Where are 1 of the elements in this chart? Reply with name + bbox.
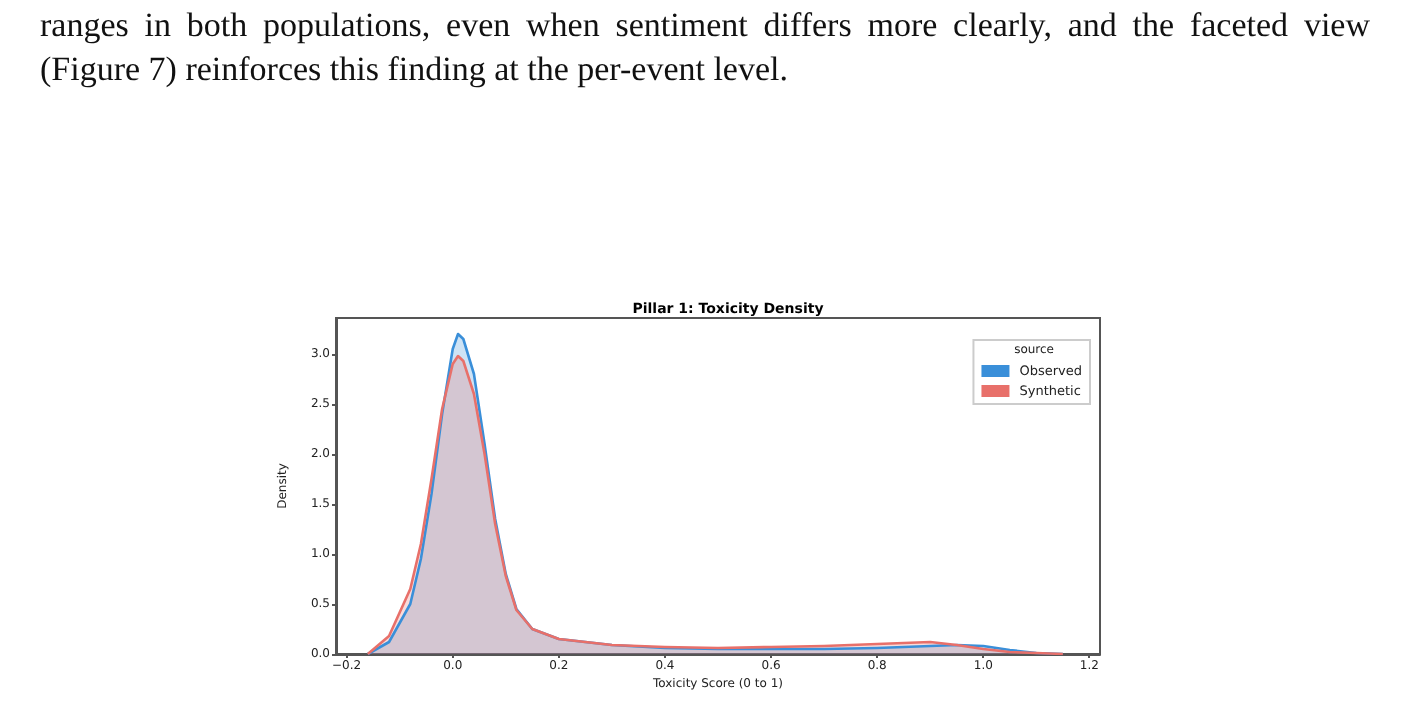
text: ranges in both populations, even when sentiment differs more clearly, and the faceted view (Figure 7) reinforces this finding at the per-event level. — [40, 4, 1370, 92]
